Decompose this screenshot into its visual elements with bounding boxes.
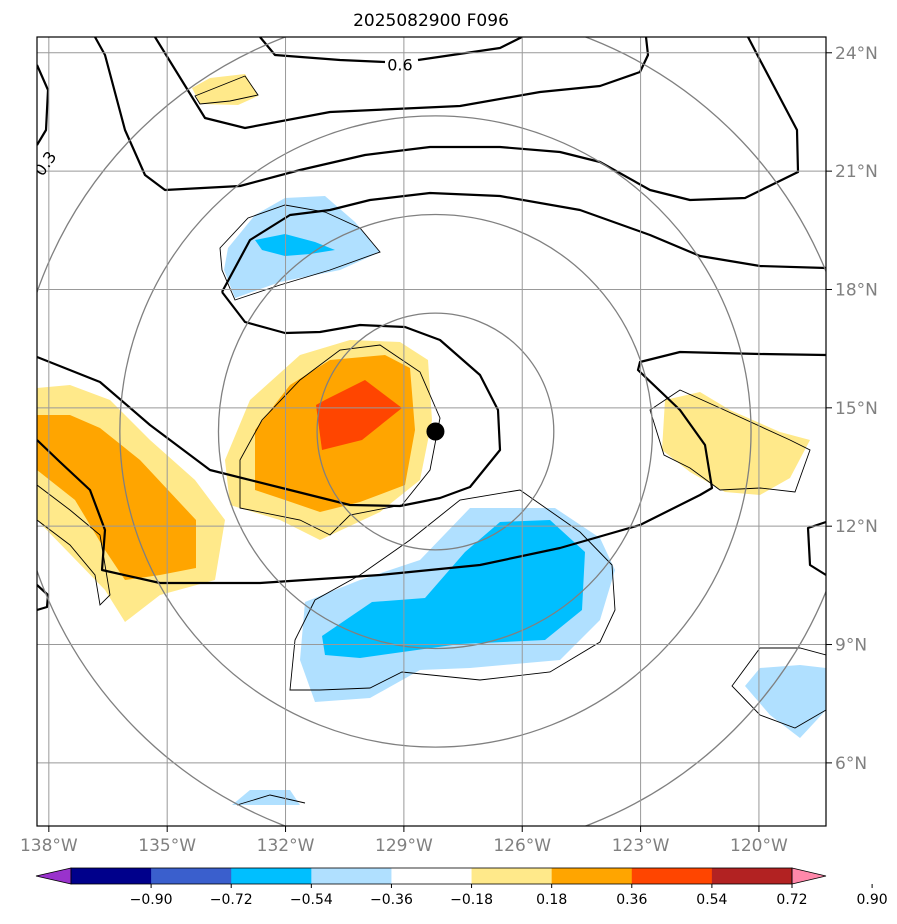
- thick-contour-upper: [154, 37, 650, 130]
- thick-contour-south: [806, 520, 826, 576]
- colorbar-swatch-3: [311, 868, 392, 884]
- colorbar-swatch-4: [391, 868, 473, 884]
- x-tick-label-2: 132°W: [257, 836, 315, 856]
- colorbar-swatch-0: [71, 868, 152, 884]
- shade-positive-north: [192, 74, 258, 105]
- colorbar-frame: [70, 867, 793, 885]
- thick-contour-top-label: [259, 37, 523, 64]
- x-tick-label-1: 135°W: [138, 836, 196, 856]
- colorbar-label-5: 0.18: [536, 892, 567, 908]
- colorbar-label-0: −0.90: [130, 892, 173, 908]
- shade-positive-center-core: [316, 380, 402, 450]
- thin-contour-west: [37, 484, 111, 606]
- thin-contour-center: [239, 344, 441, 536]
- shade-negative-south: [322, 520, 585, 658]
- thick-contour-left-low: [37, 584, 50, 612]
- thin-contour-south-edge: [236, 794, 306, 806]
- range-ring-1: [217, 213, 654, 650]
- colorbar-label-2: −0.54: [290, 892, 333, 908]
- gridlines: [37, 37, 826, 826]
- thin-contour-north: [219, 204, 381, 301]
- thin-contour-south: [289, 489, 616, 691]
- x-tick-label-5: 123°W: [612, 836, 670, 856]
- contour-label-0: 0.6: [387, 56, 412, 75]
- colorbar-label-8: 0.72: [776, 892, 807, 908]
- x-tick-label-3: 129°W: [375, 836, 433, 856]
- colorbar-extend-low: [35, 867, 72, 885]
- shade-positive-east: [662, 392, 810, 495]
- thin-contours: [37, 75, 826, 806]
- y-tick-label-5: 9°N: [835, 636, 867, 656]
- y-tick-label-2: 18°N: [835, 280, 878, 300]
- thick-contour-storm: [37, 291, 502, 508]
- colorbar-label-3: −0.36: [370, 892, 413, 908]
- range-rings: [37, 37, 826, 826]
- y-tick-label-4: 12°N: [835, 517, 878, 537]
- colorbar-swatch-6: [551, 868, 633, 884]
- thin-contour-se: [731, 647, 826, 729]
- colorbar-swatch-5: [471, 868, 553, 884]
- colorbar-label-4: −0.18: [450, 892, 493, 908]
- storm-center-marker: [426, 422, 445, 441]
- colorbar-swatch-7: [631, 868, 713, 884]
- chart-title: 2025082900 F096: [353, 11, 509, 31]
- colorbar-label-1: −0.72: [210, 892, 253, 908]
- range-ring-0: [316, 312, 555, 551]
- y-tick-label-6: 6°N: [835, 754, 867, 774]
- colorbar-label-9: 0.90: [857, 892, 888, 908]
- colorbar-swatch-8: [711, 868, 793, 884]
- shade-negative-se: [745, 665, 826, 738]
- shade-positive-west: [37, 415, 196, 580]
- shade-negative-south-edge: [232, 790, 300, 805]
- range-ring-2: [119, 115, 752, 748]
- plot-frame: [36, 36, 827, 827]
- y-tick-label-1: 21°N: [835, 162, 878, 182]
- thick-contour-mid: [221, 191, 826, 293]
- colorbar: −0.90 −0.72 −0.54 −0.36 −0.18 0.18 0.36 0.54 0.7…: [35, 867, 888, 908]
- x-axis-ticks: 138°W 135°W 132°W 129°W 126°W 123°W 120°W: [20, 826, 788, 856]
- colorbar-swatch-1: [151, 868, 232, 884]
- y-tick-label-0: 24°N: [835, 44, 878, 64]
- colorbar-label-7: 0.54: [696, 892, 727, 908]
- x-tick-label-4: 126°W: [493, 836, 551, 856]
- y-axis-ticks: 24°N 21°N 18°N 15°N 12°N 9°N 6°N: [826, 44, 878, 774]
- colorbar-swatch-2: [231, 868, 312, 884]
- thick-contour-left: [37, 64, 50, 146]
- thick-contours: [37, 37, 826, 612]
- colorbar-label-6: 0.36: [616, 892, 647, 908]
- plot-area: 0.6 0.3: [30, 37, 826, 826]
- x-tick-label-0: 138°W: [20, 836, 78, 856]
- contour-labels: 0.6 0.3: [30, 56, 413, 180]
- x-tick-label-6: 120°W: [730, 836, 788, 856]
- thin-contour-east: [649, 389, 811, 493]
- y-tick-label-3: 15°N: [835, 399, 878, 419]
- thick-contour-low: [37, 350, 826, 585]
- thin-contour-north-small: [194, 75, 259, 105]
- colorbar-extend-high: [791, 867, 827, 885]
- thick-contour-top: [94, 37, 800, 202]
- contour-label-1: 0.3: [30, 148, 60, 180]
